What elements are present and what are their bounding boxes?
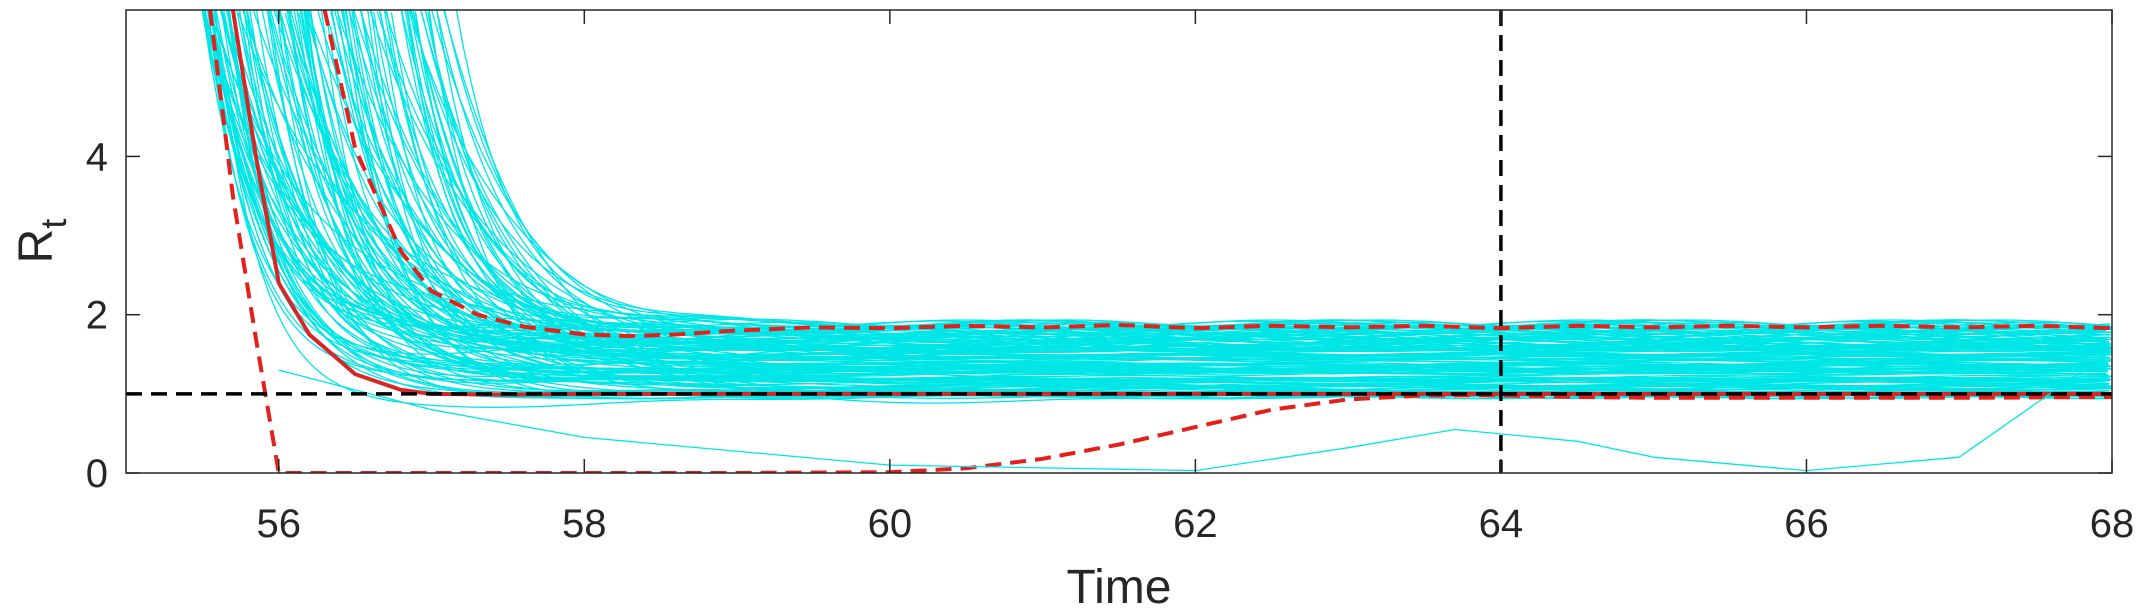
ensemble-trajectory	[344, 10, 2110, 352]
ensemble-trajectory	[279, 10, 2106, 341]
ensemble-trajectory	[287, 11, 2106, 382]
ensemble-trajectory	[400, 10, 2112, 359]
x-tick-label: 58	[562, 502, 607, 546]
ensemble-trajectory	[359, 10, 2110, 359]
reference-lines	[126, 10, 2112, 473]
x-tick-label: 66	[1784, 502, 1829, 546]
x-axis-title: Time	[1067, 561, 1172, 613]
ensemble-trajectory	[415, 12, 2112, 335]
ensemble-trajectory	[360, 10, 2111, 335]
ensemble-trajectory	[309, 10, 2106, 345]
ensemble-trajectory	[299, 10, 2111, 351]
ensemble-trajectory	[238, 11, 2111, 332]
ensemble-trajectory	[305, 12, 2109, 336]
ensemble-trajectory	[336, 10, 2109, 342]
x-tick-label: 60	[868, 502, 913, 546]
ensemble-trajectory	[406, 10, 2111, 352]
ensemble-trajectory	[239, 10, 2112, 381]
ensemble-trajectory	[443, 10, 2110, 333]
ensemble-trajectory	[308, 10, 2112, 356]
ensemble-trajectory	[336, 10, 2110, 353]
ensemble-trajectory	[298, 12, 2110, 346]
ensemble-trajectory	[211, 10, 2107, 389]
x-tick-label: 64	[1479, 502, 1524, 546]
ensemble-trajectory	[286, 10, 2112, 392]
ensemble-trajectory	[305, 10, 2110, 350]
ensemble-trajectory	[278, 10, 2105, 346]
ensemble-trajectory	[266, 10, 2109, 381]
median-line	[230, 10, 2112, 397]
ensemble-trajectory	[390, 12, 2111, 341]
ensemble-trajectory	[340, 10, 2105, 344]
ensemble-trajectory	[210, 10, 2106, 375]
ensemble-trajectory	[410, 10, 2106, 330]
ensemble-trajectory	[342, 10, 2108, 357]
ensemble-trajectory	[333, 10, 2106, 329]
y-axis-title-main: R	[10, 229, 63, 264]
ensemble-trajectory	[404, 10, 2109, 335]
x-tick-label: 68	[2090, 502, 2135, 546]
ensemble-trajectory	[245, 10, 2111, 371]
x-tick-label: 62	[1173, 502, 1218, 546]
ensemble-trajectory	[372, 11, 2108, 330]
ensemble-trajectory	[268, 10, 2110, 398]
ensemble-trajectory	[324, 10, 2106, 338]
ensemble-trajectory	[279, 10, 2106, 362]
plot-area-frame	[125, 9, 2113, 474]
y-tick-label: 4	[86, 135, 108, 179]
ensemble-trajectory	[273, 10, 2108, 368]
ensemble-trajectory	[353, 10, 2111, 369]
ensemble-trajectory	[306, 10, 2111, 367]
y-tick-label: 0	[86, 452, 108, 496]
axis-ticks: 56 58 60 62 64 66 68 0 2 4	[86, 10, 2135, 546]
ensemble-trajectory	[211, 10, 2107, 375]
ensemble-trajectory	[286, 10, 2106, 363]
ensemble-trajectory	[414, 11, 2111, 349]
ensemble-trajectory	[408, 10, 2105, 351]
ensemble-trajectory	[370, 10, 2106, 367]
upper-bound-line	[322, 10, 2112, 339]
ensemble-trajectory	[220, 10, 2108, 359]
ensemble-trajectory	[360, 11, 2111, 361]
ensemble-trajectory	[243, 10, 2108, 377]
ensemble-trajectory	[304, 10, 2108, 344]
ensemble-trajectory	[431, 10, 2112, 361]
ensemble-trajectory	[276, 10, 2110, 398]
lower-bound-line	[208, 10, 2112, 473]
ensemble-trajectory	[228, 10, 2108, 378]
ensemble-trajectory	[400, 10, 2112, 328]
y-axis-title-sub: t	[33, 219, 74, 229]
ensemble-trajectories	[201, 10, 2112, 408]
ensemble-trajectory	[427, 11, 2109, 334]
ensemble-trajectory	[243, 10, 2108, 370]
y-tick-label: 2	[86, 294, 108, 338]
ensemble-trajectory	[376, 11, 2112, 344]
ensemble-trajectory	[383, 10, 2111, 358]
ensemble-trajectory	[201, 10, 2112, 354]
ensemble-trajectory	[436, 11, 2110, 361]
ensemble-trajectory	[222, 10, 2111, 358]
ensemble-trajectory	[409, 11, 2107, 349]
svg-text:Rt: Rt	[10, 219, 74, 264]
ensemble-trajectory	[267, 11, 2109, 379]
ensemble-trajectory	[221, 11, 2110, 357]
ensemble-trajectory	[330, 11, 2111, 371]
summary-series	[208, 10, 2112, 473]
ensemble-trajectory	[380, 12, 2108, 347]
ensemble-trajectory	[455, 10, 2107, 327]
y-axis-title: Rt	[10, 219, 74, 264]
ensemble-trajectory	[237, 12, 2110, 328]
ensemble-trajectory	[225, 10, 2106, 364]
outlier-low-line	[278, 349, 2112, 472]
ensemble-trajectory	[436, 10, 2110, 357]
x-tick-label: 56	[257, 502, 302, 546]
ensemble-trajectory	[215, 11, 2112, 339]
ensemble-trajectory	[288, 10, 2107, 340]
ensemble-trajectory	[301, 10, 2112, 356]
ensemble-trajectory	[289, 10, 2109, 368]
ensemble-trajectory	[202, 10, 2105, 327]
ensemble-trajectory	[406, 10, 2111, 327]
